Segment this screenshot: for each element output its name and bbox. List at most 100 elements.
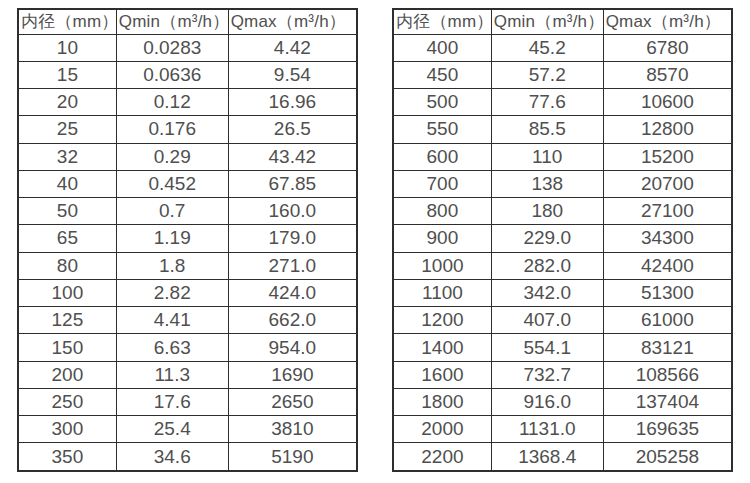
cell: 50 <box>18 198 116 225</box>
table-row: 1254.41662.0 <box>18 307 357 334</box>
cell: 0.0636 <box>116 61 228 88</box>
cell: 34.6 <box>116 443 228 471</box>
cell: 2000 <box>393 416 491 443</box>
table-row: 30025.43810 <box>18 416 357 443</box>
table-row: 1800916.0137404 <box>393 388 732 415</box>
spec-page: 内径（mm）Qmin（m³/h）Qmax（m³/h） 100.02834.421… <box>0 0 750 483</box>
cell: 160.0 <box>228 198 357 225</box>
table-row: 25017.62650 <box>18 388 357 415</box>
cell: 2650 <box>228 388 357 415</box>
table-row: 1100342.051300 <box>393 279 732 306</box>
cell: 10600 <box>603 89 732 116</box>
table-row: 1002.82424.0 <box>18 279 357 306</box>
cell: 65 <box>18 225 116 252</box>
cell: 2.82 <box>116 279 228 306</box>
table-row: 1000282.042400 <box>393 252 732 279</box>
cell: 1368.4 <box>491 443 603 471</box>
cell: 108566 <box>603 361 732 388</box>
cell: 1400 <box>393 334 491 361</box>
cell: 138 <box>491 170 603 197</box>
cell: 43.42 <box>228 143 357 170</box>
cell: 342.0 <box>491 279 603 306</box>
cell: 229.0 <box>491 225 603 252</box>
table-row: 40045.26780 <box>393 34 732 61</box>
cell: 20700 <box>603 170 732 197</box>
column-header: Qmax（m³/h） <box>228 9 357 34</box>
cell: 916.0 <box>491 388 603 415</box>
cell: 300 <box>18 416 116 443</box>
header-row: 内径（mm）Qmin（m³/h）Qmax（m³/h） <box>18 9 357 34</box>
table-row: 1506.63954.0 <box>18 334 357 361</box>
table-row: 250.17626.5 <box>18 116 357 143</box>
cell: 1800 <box>393 388 491 415</box>
cell: 800 <box>393 198 491 225</box>
table-row: 20011.31690 <box>18 361 357 388</box>
cell: 15200 <box>603 143 732 170</box>
cell: 0.12 <box>116 89 228 116</box>
cell: 1.19 <box>116 225 228 252</box>
flow-spec-table-small-diameters: 内径（mm）Qmin（m³/h）Qmax（m³/h） 100.02834.421… <box>17 8 358 472</box>
cell: 20 <box>18 89 116 116</box>
cell: 5190 <box>228 443 357 471</box>
cell: 150 <box>18 334 116 361</box>
header-row: 内径（mm）Qmin（m³/h）Qmax（m³/h） <box>393 9 732 34</box>
column-header: Qmin（m³/h） <box>491 9 603 34</box>
cell: 25.4 <box>116 416 228 443</box>
column-header: Qmax（m³/h） <box>603 9 732 34</box>
cell: 0.29 <box>116 143 228 170</box>
table-row: 55085.512800 <box>393 116 732 143</box>
cell: 1000 <box>393 252 491 279</box>
cell: 32 <box>18 143 116 170</box>
cell: 11.3 <box>116 361 228 388</box>
table-row: 35034.65190 <box>18 443 357 471</box>
cell: 110 <box>491 143 603 170</box>
cell: 80 <box>18 252 116 279</box>
cell: 954.0 <box>228 334 357 361</box>
table-row: 651.19179.0 <box>18 225 357 252</box>
cell: 16.96 <box>228 89 357 116</box>
cell: 1100 <box>393 279 491 306</box>
cell: 61000 <box>603 307 732 334</box>
cell: 4.42 <box>228 34 357 61</box>
cell: 200 <box>18 361 116 388</box>
cell: 2200 <box>393 443 491 471</box>
table-row: 150.06369.54 <box>18 61 357 88</box>
cell: 15 <box>18 61 116 88</box>
column-header: 内径（mm） <box>18 9 116 34</box>
cell: 550 <box>393 116 491 143</box>
cell: 8570 <box>603 61 732 88</box>
cell: 100 <box>18 279 116 306</box>
cell: 0.176 <box>116 116 228 143</box>
cell: 180 <box>491 198 603 225</box>
cell: 6.63 <box>116 334 228 361</box>
cell: 400 <box>393 34 491 61</box>
cell: 0.452 <box>116 170 228 197</box>
table-row: 100.02834.42 <box>18 34 357 61</box>
cell: 6780 <box>603 34 732 61</box>
cell: 282.0 <box>491 252 603 279</box>
cell: 407.0 <box>491 307 603 334</box>
cell: 17.6 <box>116 388 228 415</box>
table-row: 400.45267.85 <box>18 170 357 197</box>
column-header: Qmin（m³/h） <box>116 9 228 34</box>
cell: 67.85 <box>228 170 357 197</box>
cell: 350 <box>18 443 116 471</box>
table-row: 200.1216.96 <box>18 89 357 116</box>
flow-spec-table-large-diameters: 内径（mm）Qmin（m³/h）Qmax（m³/h） 40045.2678045… <box>392 8 733 472</box>
cell: 1131.0 <box>491 416 603 443</box>
cell: 554.1 <box>491 334 603 361</box>
cell: 600 <box>393 143 491 170</box>
cell: 34300 <box>603 225 732 252</box>
cell: 12800 <box>603 116 732 143</box>
table-row: 50077.610600 <box>393 89 732 116</box>
table-row: 80018027100 <box>393 198 732 225</box>
column-header: 内径（mm） <box>393 9 491 34</box>
table-row: 22001368.4205258 <box>393 443 732 471</box>
cell: 1200 <box>393 307 491 334</box>
cell: 169635 <box>603 416 732 443</box>
cell: 662.0 <box>228 307 357 334</box>
table-row: 900229.034300 <box>393 225 732 252</box>
table-row: 320.2943.42 <box>18 143 357 170</box>
cell: 10 <box>18 34 116 61</box>
cell: 25 <box>18 116 116 143</box>
